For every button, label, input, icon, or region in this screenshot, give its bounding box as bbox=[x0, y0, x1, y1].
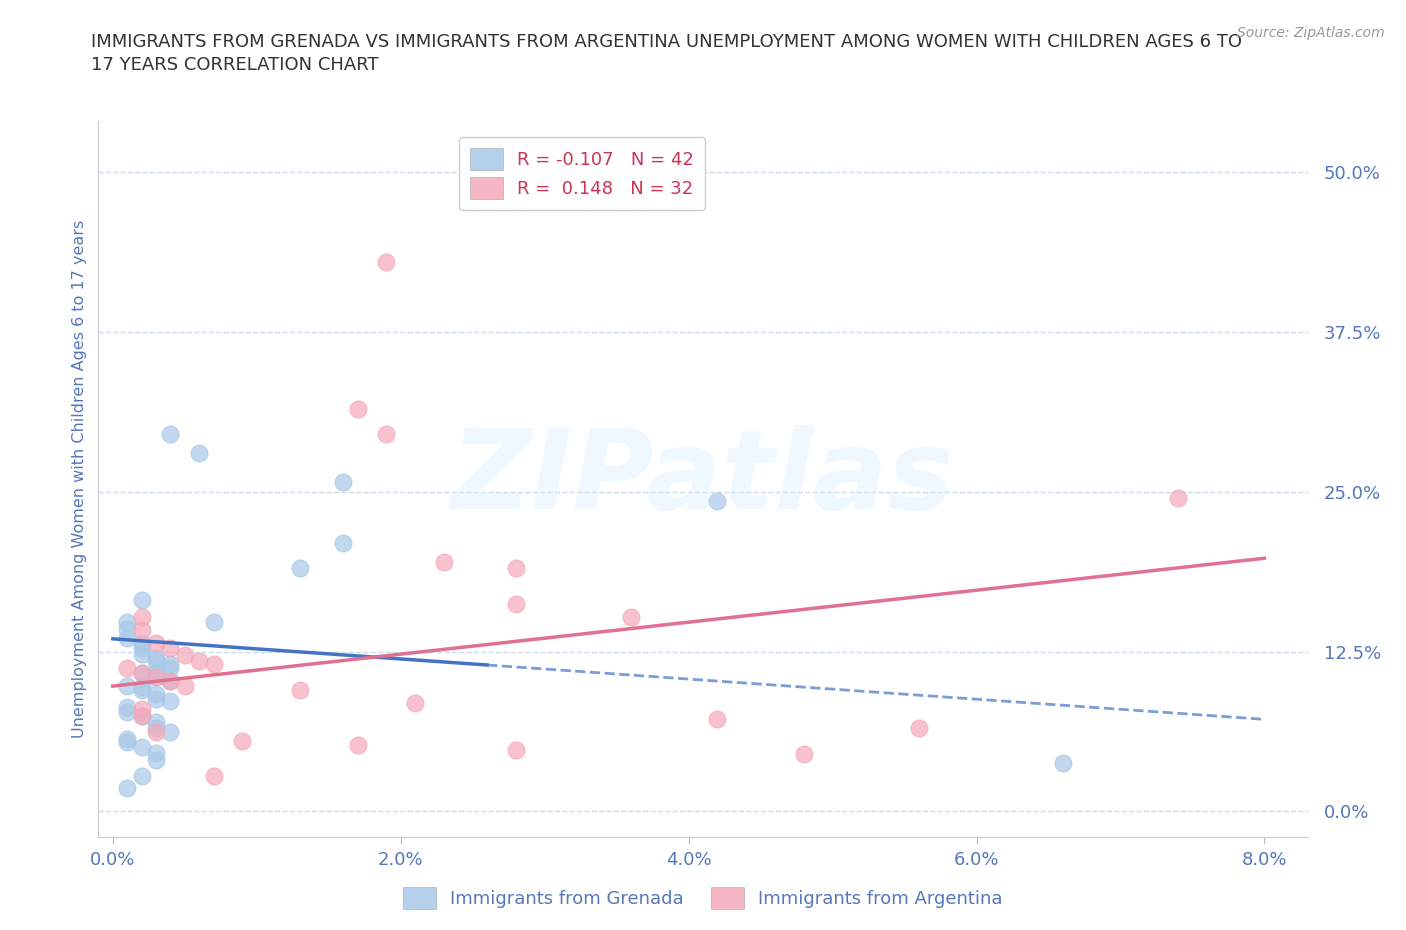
Point bbox=[131, 641, 153, 656]
Point bbox=[1167, 491, 1189, 506]
Point bbox=[173, 648, 195, 663]
Point bbox=[131, 702, 153, 717]
Point bbox=[145, 686, 167, 701]
Point bbox=[115, 679, 138, 694]
Point bbox=[173, 679, 195, 694]
Point bbox=[145, 651, 167, 666]
Text: Source: ZipAtlas.com: Source: ZipAtlas.com bbox=[1237, 26, 1385, 40]
Point bbox=[115, 621, 138, 636]
Legend: R = -0.107   N = 42, R =  0.148   N = 32: R = -0.107 N = 42, R = 0.148 N = 32 bbox=[460, 137, 704, 210]
Point bbox=[115, 735, 138, 750]
Legend: Immigrants from Grenada, Immigrants from Argentina: Immigrants from Grenada, Immigrants from… bbox=[396, 880, 1010, 916]
Point bbox=[131, 622, 153, 637]
Point bbox=[159, 427, 181, 442]
Y-axis label: Unemployment Among Women with Children Ages 6 to 17 years: Unemployment Among Women with Children A… bbox=[72, 219, 87, 738]
Point bbox=[505, 742, 527, 757]
Point bbox=[404, 696, 426, 711]
Point bbox=[115, 731, 138, 746]
Point bbox=[202, 657, 225, 671]
Point bbox=[145, 721, 167, 736]
Text: ZIPatlas: ZIPatlas bbox=[451, 425, 955, 533]
Point bbox=[115, 631, 138, 645]
Point bbox=[145, 670, 167, 684]
Point bbox=[159, 694, 181, 709]
Point bbox=[433, 554, 456, 569]
Point bbox=[131, 666, 153, 681]
Point bbox=[145, 724, 167, 739]
Point bbox=[115, 660, 138, 675]
Point bbox=[145, 653, 167, 668]
Point bbox=[346, 737, 368, 752]
Text: IMMIGRANTS FROM GRENADA VS IMMIGRANTS FROM ARGENTINA UNEMPLOYMENT AMONG WOMEN WI: IMMIGRANTS FROM GRENADA VS IMMIGRANTS FR… bbox=[91, 33, 1243, 74]
Point bbox=[288, 561, 311, 576]
Point bbox=[131, 646, 153, 661]
Point bbox=[131, 708, 153, 723]
Point bbox=[332, 474, 354, 489]
Point bbox=[620, 610, 643, 625]
Point bbox=[188, 653, 211, 668]
Point bbox=[145, 670, 167, 684]
Point bbox=[159, 724, 181, 739]
Point bbox=[188, 445, 211, 460]
Point bbox=[375, 427, 398, 442]
Point bbox=[202, 768, 225, 783]
Point bbox=[159, 641, 181, 656]
Point bbox=[159, 660, 181, 675]
Point bbox=[131, 683, 153, 698]
Point bbox=[706, 493, 728, 508]
Point bbox=[375, 254, 398, 269]
Point bbox=[908, 721, 931, 736]
Point bbox=[145, 666, 167, 681]
Point bbox=[332, 536, 354, 551]
Point bbox=[115, 781, 138, 796]
Point bbox=[793, 747, 815, 762]
Point bbox=[145, 714, 167, 729]
Point bbox=[1052, 755, 1074, 770]
Point bbox=[505, 597, 527, 612]
Point bbox=[231, 734, 253, 749]
Point bbox=[145, 745, 167, 760]
Point bbox=[131, 593, 153, 608]
Point bbox=[346, 401, 368, 416]
Point bbox=[115, 704, 138, 719]
Point bbox=[505, 561, 527, 576]
Point bbox=[115, 699, 138, 714]
Point bbox=[202, 615, 225, 630]
Point bbox=[131, 740, 153, 755]
Point bbox=[145, 753, 167, 768]
Point bbox=[131, 768, 153, 783]
Point bbox=[288, 683, 311, 698]
Point bbox=[131, 666, 153, 681]
Point bbox=[145, 635, 167, 650]
Point bbox=[159, 673, 181, 688]
Point bbox=[159, 673, 181, 688]
Point bbox=[145, 692, 167, 707]
Point bbox=[706, 712, 728, 727]
Point bbox=[159, 657, 181, 671]
Point bbox=[131, 610, 153, 625]
Point bbox=[131, 635, 153, 650]
Point bbox=[115, 615, 138, 630]
Point bbox=[131, 680, 153, 695]
Point bbox=[131, 708, 153, 723]
